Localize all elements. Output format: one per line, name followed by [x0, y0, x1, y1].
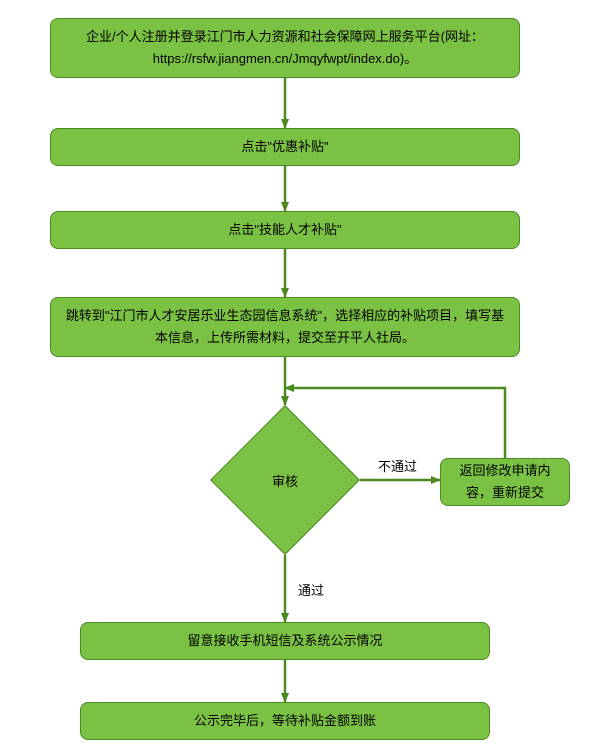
- flow-node-step5: 留意接收手机短信及系统公示情况: [80, 622, 490, 660]
- flow-node-step4: 跳转到"江门市人才安居乐业生态园信息系统"，选择相应的补贴项目，填写基本信息，上…: [50, 297, 520, 357]
- flow-node-step3: 点击"技能人才补贴": [50, 211, 520, 249]
- flow-node-step2: 点击"优惠补贴": [50, 128, 520, 166]
- flow-node-step1: 企业/个人注册并登录江门市人力资源和社会保障网上服务平台(网址：https://…: [50, 18, 520, 78]
- flow-node-revise: 返回修改申请内容，重新提交: [440, 458, 570, 506]
- edge-label-fail: 不通过: [378, 456, 417, 475]
- flow-node-audit: [210, 405, 360, 555]
- edge-label-pass: 通过: [298, 580, 324, 599]
- flow-node-step6: 公示完毕后，等待补贴金额到账: [80, 702, 490, 740]
- flowchart-canvas: 企业/个人注册并登录江门市人力资源和社会保障网上服务平台(网址：https://…: [0, 0, 594, 749]
